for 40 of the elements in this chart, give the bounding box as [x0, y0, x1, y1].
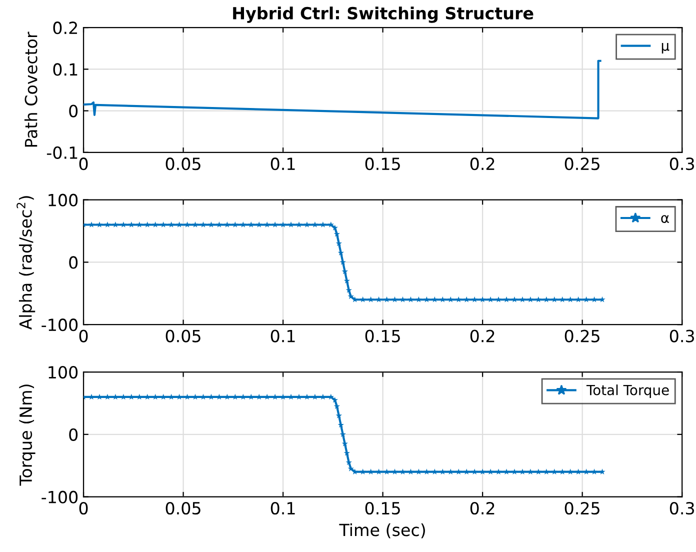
x-axis-title: Time (sec): [339, 523, 425, 538]
x-tick-label: 0.25: [564, 158, 600, 170]
y-tick-label: 100: [48, 194, 78, 206]
line-series: [84, 60, 602, 120]
x-tick-label: 0.3: [670, 158, 694, 170]
x-tick-label: 0.15: [365, 330, 400, 342]
chart-title: Hybrid Ctrl: Switching Structure: [233, 6, 534, 23]
x-tick-label: 0.3: [670, 502, 694, 515]
x-tick-label: 0.25: [564, 330, 600, 342]
x-tick-label: 0: [79, 158, 88, 170]
y-tick-label: -100: [42, 490, 78, 504]
x-tick-label: 0.05: [166, 158, 200, 170]
x-tick-label: 0.15: [365, 158, 400, 170]
y-tick-label: 0.2: [53, 22, 77, 34]
y-axis-title: Torque (Nm): [19, 384, 36, 486]
legend-label: Total Torque: [586, 384, 669, 398]
x-tick-label: 0.05: [166, 330, 200, 342]
x-tick-label: 0.2: [470, 158, 494, 170]
x-tick-label: 0.2: [470, 330, 494, 342]
y-tick-label: 0: [69, 104, 78, 118]
y-tick-label: 100: [48, 366, 78, 379]
x-tick-label: 0.05: [166, 502, 200, 515]
y-axis-title: Path Covector: [24, 32, 38, 147]
x-tick-label: 0.15: [365, 502, 400, 515]
x-tick-label: 0: [79, 330, 88, 342]
x-tick-label: 0.3: [670, 330, 694, 342]
x-tick-label: 0: [79, 502, 88, 515]
x-tick-label: 0.1: [270, 158, 295, 170]
y-axis-title: Alpha (rad/sec$^{2}$): [16, 196, 36, 330]
y-tick-label: 0: [69, 428, 78, 441]
x-tick-label: 0.25: [564, 502, 600, 515]
legend-label: μ: [662, 43, 670, 54]
x-tick-label: 0.1: [270, 502, 295, 515]
x-tick-label: 0.2: [470, 502, 494, 515]
y-tick-label: 0.1: [53, 63, 78, 76]
y-tick-label: -100: [42, 318, 78, 332]
x-tick-label: 0.1: [270, 330, 295, 342]
y-tick-label: 0: [69, 256, 78, 269]
y-tick-label: -0.1: [46, 146, 78, 159]
legend-label: α: [661, 215, 669, 224]
